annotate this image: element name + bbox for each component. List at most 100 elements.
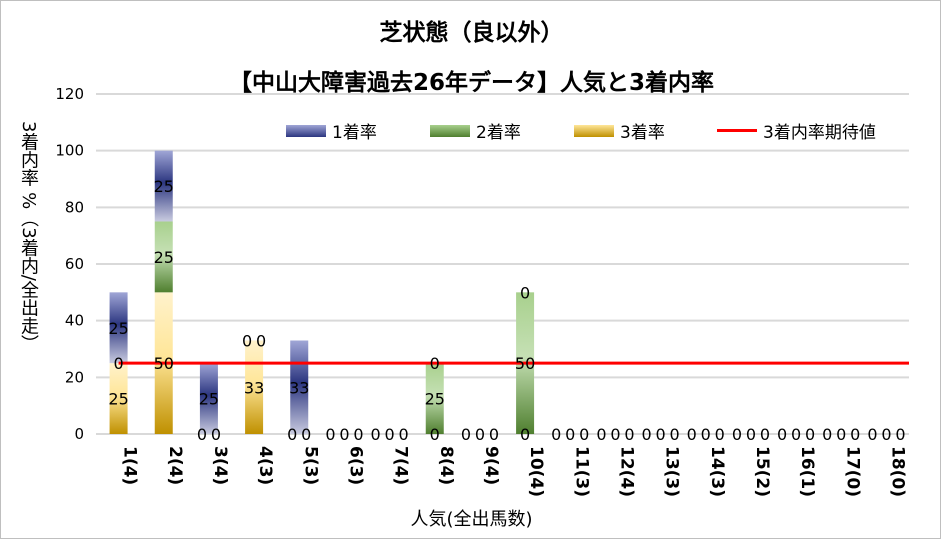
- data-label: 0: [641, 425, 651, 444]
- data-label: 50: [154, 354, 174, 373]
- x-tick-label: 5(3): [300, 446, 320, 485]
- data-label: 25: [108, 319, 128, 338]
- data-label: 0: [430, 425, 440, 444]
- data-label: 0: [624, 425, 634, 444]
- data-label: 0: [579, 425, 589, 444]
- data-label: 50: [515, 354, 535, 373]
- y-tick-label: 60: [65, 255, 84, 273]
- data-label: 0: [791, 425, 801, 444]
- bar-2: [199, 363, 218, 434]
- y-tick-label: 80: [65, 198, 84, 216]
- data-label: 0: [850, 425, 860, 444]
- legend-swatch-2nd: [430, 124, 470, 137]
- data-label: 0: [732, 425, 742, 444]
- data-label: 0: [565, 425, 575, 444]
- x-tick-label: 11(3): [571, 446, 591, 497]
- x-tick-label: 14(3): [707, 446, 727, 497]
- x-tick-label: 1(4): [120, 446, 140, 485]
- data-label: 0: [301, 425, 311, 444]
- data-label: 0: [836, 425, 846, 444]
- x-tick-label: 16(1): [797, 446, 817, 497]
- data-label: 0: [353, 425, 363, 444]
- data-label: 0: [655, 425, 665, 444]
- data-label: 0: [687, 425, 697, 444]
- chart-title: 芝状態（良以外）: [379, 20, 564, 46]
- data-label: 0: [370, 425, 380, 444]
- legend-swatch-3rd: [574, 124, 614, 137]
- data-label: 0: [211, 425, 221, 444]
- data-label: 0: [822, 425, 832, 444]
- bar-2: [109, 292, 128, 364]
- x-tick-label: 8(4): [436, 446, 456, 485]
- data-label: 0: [113, 354, 123, 373]
- legend-swatch-1st: [286, 124, 326, 137]
- data-label: 0: [197, 425, 207, 444]
- x-tick-label: 13(3): [662, 446, 682, 497]
- data-label: 0: [610, 425, 620, 444]
- x-axis-title: 人気(全出馬数): [410, 509, 533, 530]
- legend-swatch-expected: [717, 129, 757, 132]
- x-tick-label: 17(0): [842, 446, 862, 497]
- data-label: 0: [596, 425, 606, 444]
- chart-subtitle: 【中山大障害過去26年データ】人気と3着内率: [228, 70, 714, 96]
- bar-1: [425, 363, 444, 434]
- data-label: 0: [398, 425, 408, 444]
- data-label: 0: [881, 425, 891, 444]
- legend-label-3rd: 3着率: [620, 123, 665, 143]
- legend-label-expected: 3着内率期待値: [763, 123, 876, 143]
- bar-1: [154, 221, 173, 293]
- x-tick-label: 2(4): [165, 446, 185, 485]
- x-tick-label: 9(4): [481, 446, 501, 485]
- data-label: 0: [777, 425, 787, 444]
- data-label: 0: [701, 425, 711, 444]
- data-label: 0: [895, 425, 905, 444]
- x-tick-label: 18(0): [887, 446, 907, 497]
- legend-expected: 3着内率期待値: [717, 118, 876, 143]
- x-tick-label: 10(4): [526, 446, 546, 497]
- data-label: 0: [242, 332, 252, 351]
- data-label: 25: [154, 177, 174, 196]
- x-tick-label: 6(3): [345, 446, 365, 485]
- data-label: 0: [339, 425, 349, 444]
- data-label: 0: [805, 425, 815, 444]
- y-tick-label: 120: [55, 85, 84, 103]
- bar-0: [109, 363, 128, 434]
- legend-1st: 1着率: [286, 118, 377, 143]
- y-tick-label: 0: [74, 425, 84, 443]
- data-label: 25: [199, 390, 219, 409]
- legend-3rd: 3着率: [574, 118, 665, 143]
- y-axis-title: 3着内率 %（3着内/全出走）: [18, 121, 39, 353]
- y-tick-label: 20: [65, 368, 84, 386]
- data-label: 0: [461, 425, 471, 444]
- legend-label-2nd: 2着率: [476, 123, 521, 143]
- data-label: 0: [384, 425, 394, 444]
- x-tick-label: 4(3): [255, 446, 275, 485]
- data-label: 0: [867, 425, 877, 444]
- data-label: 0: [430, 354, 440, 373]
- y-tick-label: 100: [55, 142, 84, 160]
- x-tick-label: 7(4): [391, 446, 411, 485]
- data-label: 33: [289, 378, 309, 397]
- data-label: 25: [154, 248, 174, 267]
- data-label: 25: [425, 390, 445, 409]
- legend-label-1st: 1着率: [332, 123, 377, 143]
- data-label: 25: [108, 390, 128, 409]
- x-tick-label: 3(4): [210, 446, 230, 485]
- data-label: 0: [551, 425, 561, 444]
- data-label: 0: [520, 283, 530, 302]
- data-label: 0: [256, 332, 266, 351]
- data-label: 33: [244, 378, 264, 397]
- data-label: 0: [760, 425, 770, 444]
- data-label: 0: [520, 425, 530, 444]
- legend-2nd: 2着率: [430, 118, 521, 143]
- bar-2: [154, 150, 173, 222]
- data-label: 0: [669, 425, 679, 444]
- x-tick-label: 12(4): [616, 446, 636, 497]
- data-label: 0: [325, 425, 335, 444]
- x-tick-label: 15(2): [752, 446, 772, 497]
- y-tick-label: 40: [65, 312, 84, 330]
- data-label: 0: [475, 425, 485, 444]
- data-label: 0: [746, 425, 756, 444]
